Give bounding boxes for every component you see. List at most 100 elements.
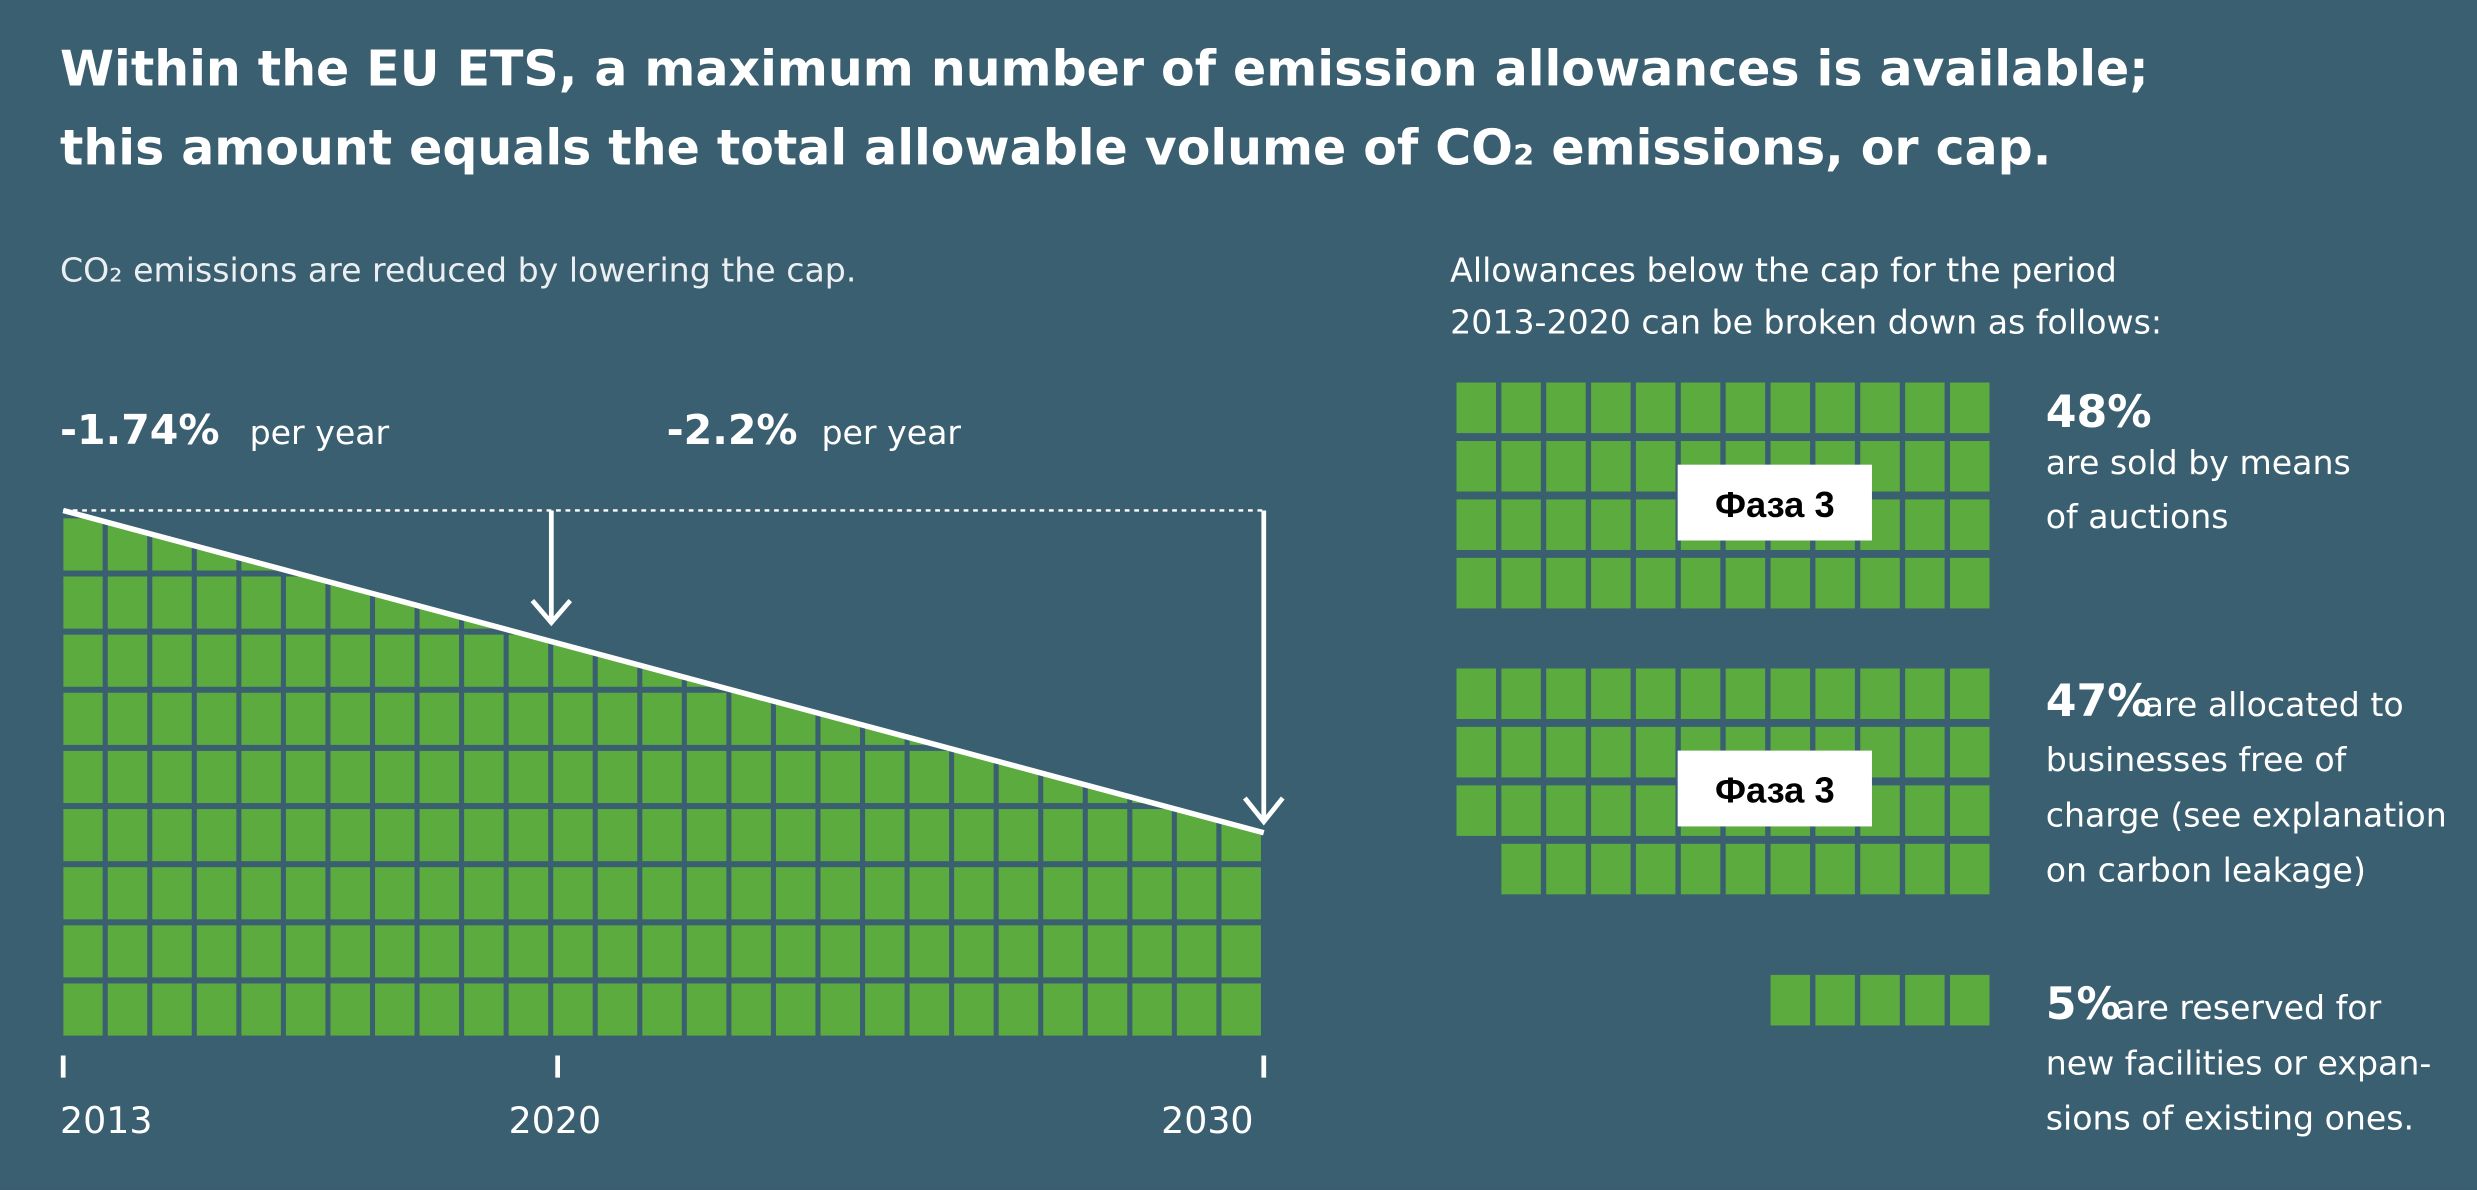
allowance-square [1725,382,1766,434]
right-caption: 2013-2020 can be broken down as follows: [1450,303,2162,342]
description-line: new facilities or expan- [2046,1043,2432,1082]
cap-square [419,867,460,920]
arrow [530,510,573,627]
cap-square [1132,983,1172,1036]
cap-square [419,925,460,978]
allowance-square [1815,668,1855,720]
cap-square [731,750,771,804]
cap-square [775,750,816,804]
allowance-square [1725,557,1766,609]
cap-square [642,750,682,804]
cap-square [241,809,281,862]
percent-label: 5% [2046,979,2121,1030]
cap-square [508,925,549,978]
cap-square [865,925,905,978]
allowance-square [1950,668,1990,720]
cap-square [1221,925,1261,978]
allowance-square [1635,843,1676,895]
phase-label: Фаза 3 [1715,484,1835,525]
cap-square [196,576,237,629]
cap-square [419,983,460,1036]
allowance-square [1725,668,1766,720]
cap-square [107,809,148,862]
allowance-square [1546,668,1586,720]
allowance-square [1815,557,1855,609]
cap-square [998,809,1039,862]
allowance-square [1501,440,1541,492]
cap-square [419,809,460,862]
cap-square [285,809,326,862]
cap-square [775,983,816,1036]
left-caption: CO₂ emissions are reduced by lowering th… [60,250,856,289]
cap-square [241,576,281,629]
cap-square [508,750,549,804]
description-line: businesses free of [2046,740,2348,779]
description-line: on carbon leakage) [2046,851,2366,890]
cap-square [330,983,370,1036]
cap-square [1087,867,1128,920]
cap-square [241,867,281,920]
year-label: 2030 [1161,1099,1253,1142]
allowance-square [1635,499,1676,550]
allowance-square [1950,843,1990,895]
description-line: are sold by means [2046,443,2351,482]
cap-square [375,634,415,687]
rate-unit: per year [821,413,961,452]
allowance-square [1905,843,1945,895]
allowance-square [1680,668,1721,720]
cap-square [375,867,415,920]
cap-square [1176,983,1217,1036]
allowance-square [1546,785,1586,836]
cap-square [553,983,593,1036]
allowance-square [1591,726,1631,778]
cap-square [998,983,1039,1036]
allowance-square [1546,726,1586,778]
allowance-square [1770,557,1811,609]
allowance-square [1680,557,1721,609]
cap-square [597,867,638,920]
allowance-square [1591,440,1631,492]
cap-square [375,692,415,745]
cap-square [909,809,950,862]
cap-square [642,692,682,745]
cap-square [820,925,860,978]
arrows [60,510,1285,1078]
cap-square [285,867,326,920]
cap-square [553,692,593,745]
description-line: sions of existing ones. [2046,1099,2414,1138]
cap-square [508,983,549,1036]
allowance-square [1950,499,1990,550]
allowance-square [1680,843,1721,895]
year-label: 2013 [60,1099,152,1142]
cap-square [865,867,905,920]
allowance-square [1905,440,1945,492]
allowance-square [1770,843,1811,895]
cap-square [63,634,103,687]
allowance-square [1635,726,1676,778]
cap-square [909,925,950,978]
cap-square [1087,983,1128,1036]
allowance-square [1950,557,1990,609]
allowance-square [1591,843,1631,895]
year-label: 2020 [509,1099,601,1142]
cap-square [241,634,281,687]
allowance-square [1591,668,1631,720]
cap-square [597,692,638,745]
cap-square [241,692,281,745]
cap-square [63,983,103,1036]
cap-square [63,518,103,571]
cap-square [553,750,593,804]
allowance-square [1456,440,1496,492]
cap-square [63,867,103,920]
allowance-square [1635,382,1676,434]
cap-square [152,634,192,687]
allowance-square [1501,557,1541,609]
cap-square [107,925,148,978]
allowance-square [1546,382,1586,434]
cap-square [686,925,727,978]
allowance-square [1635,557,1676,609]
cap-square [954,983,994,1036]
cap-square [954,867,994,920]
